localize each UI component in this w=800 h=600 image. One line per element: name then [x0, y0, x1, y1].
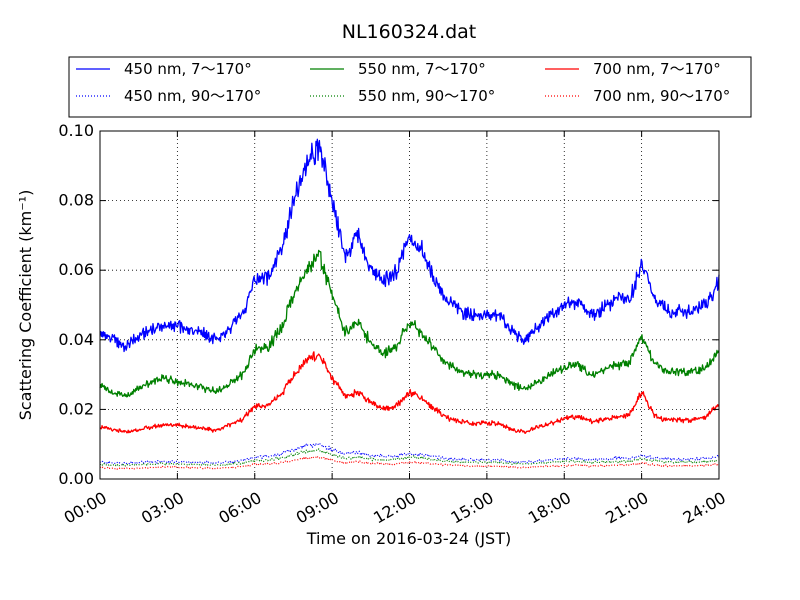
x-tick-label: 24:00 — [680, 488, 729, 528]
y-tick-label: 0.08 — [58, 191, 94, 210]
legend: 450 nm, 7～170° 450 nm, 90～170° 550 nm, 7～1… — [68, 56, 752, 118]
x-tick-label: 12:00 — [370, 488, 419, 528]
x-tick-label: 03:00 — [138, 488, 187, 528]
series-line-3 — [99, 448, 720, 467]
series-line-1 — [99, 442, 720, 465]
y-tick-label: 0.04 — [58, 330, 94, 349]
series-layer — [99, 138, 720, 470]
x-axis-label: Time on 2016-03-24 (JST) — [306, 529, 511, 548]
y-axis-label: Scattering Coefficient (km⁻¹) — [16, 190, 35, 421]
y-tick-label: 0.10 — [58, 121, 94, 140]
series-line-4 — [99, 351, 720, 435]
x-tick-label: 15:00 — [447, 488, 496, 528]
y-tick-label: 0.06 — [58, 260, 94, 279]
x-tick-label: 21:00 — [602, 488, 651, 528]
legend-label-5: 700 nm, 90～170° — [593, 87, 730, 105]
y-tick-label: 0.02 — [58, 399, 94, 418]
legend-frame — [68, 56, 752, 118]
series-line-2 — [99, 249, 720, 398]
x-tick-label: 00:00 — [61, 488, 110, 528]
x-tick-label: 06:00 — [215, 488, 264, 528]
y-tick-label: 0.00 — [58, 469, 94, 488]
legend-label-2: 550 nm, 7～170° — [358, 60, 486, 78]
x-tick-label: 09:00 — [293, 488, 342, 528]
legend-label-0: 450 nm, 7～170° — [124, 60, 252, 78]
chart-title: NL160324.dat — [342, 21, 477, 43]
series-line-5 — [99, 455, 720, 470]
x-tick-label: 18:00 — [525, 488, 574, 528]
series-line-0 — [99, 138, 720, 353]
legend-label-1: 450 nm, 90～170° — [124, 87, 261, 105]
legend-label-4: 700 nm, 7～170° — [593, 60, 721, 78]
legend-label-3: 550 nm, 90～170° — [358, 87, 495, 105]
